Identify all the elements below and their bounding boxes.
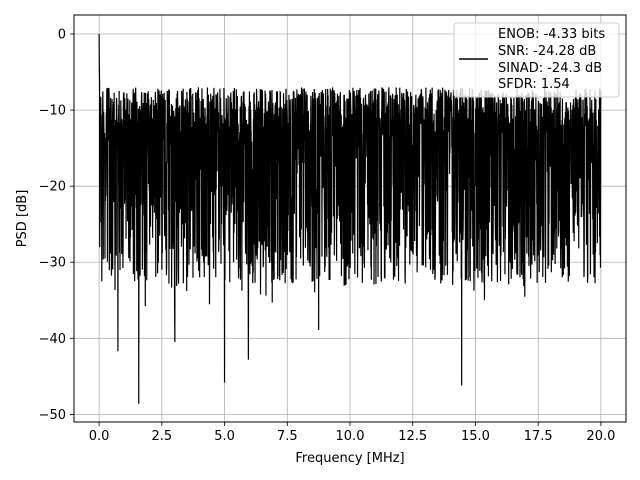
y-axis-label: PSD [dB] xyxy=(15,190,30,248)
y-tick-label: −10 xyxy=(39,104,66,119)
y-tick-label: −50 xyxy=(39,408,66,423)
legend: ENOB: -4.33 bits SNR: -24.28 dB SINAD: -… xyxy=(453,22,620,98)
legend-box xyxy=(453,22,620,98)
y-axis: 0 −10 −20 −30 −40 −50 xyxy=(39,28,74,423)
legend-entry-snr: SNR: -24.28 dB xyxy=(498,44,596,59)
x-tick-label: 2.5 xyxy=(151,429,172,444)
y-tick-label: 0 xyxy=(58,28,66,43)
y-tick-label: −30 xyxy=(39,256,66,271)
x-tick-label: 15.0 xyxy=(461,429,490,444)
series-psd xyxy=(98,34,602,404)
legend-entry-enob: ENOB: -4.33 bits xyxy=(498,27,605,42)
x-tick-label: 0.0 xyxy=(89,429,110,444)
y-tick-label: −40 xyxy=(39,332,66,347)
legend-entry-sfdr: SFDR: 1.54 xyxy=(498,77,570,92)
x-axis: 0.0 2.5 5.0 7.5 10.0 12.5 15.0 17.5 20.0 xyxy=(89,422,615,444)
legend-entry-sinad: SINAD: -24.3 dB xyxy=(498,61,602,76)
psd-line xyxy=(98,34,602,404)
x-tick-label: 7.5 xyxy=(277,429,298,444)
x-tick-label: 17.5 xyxy=(524,429,553,444)
x-axis-label: Frequency [MHz] xyxy=(295,451,404,466)
x-tick-label: 12.5 xyxy=(398,429,427,444)
y-tick-label: −20 xyxy=(39,180,66,195)
x-tick-label: 10.0 xyxy=(336,429,365,444)
x-tick-label: 20.0 xyxy=(586,429,615,444)
x-tick-label: 5.0 xyxy=(214,429,235,444)
